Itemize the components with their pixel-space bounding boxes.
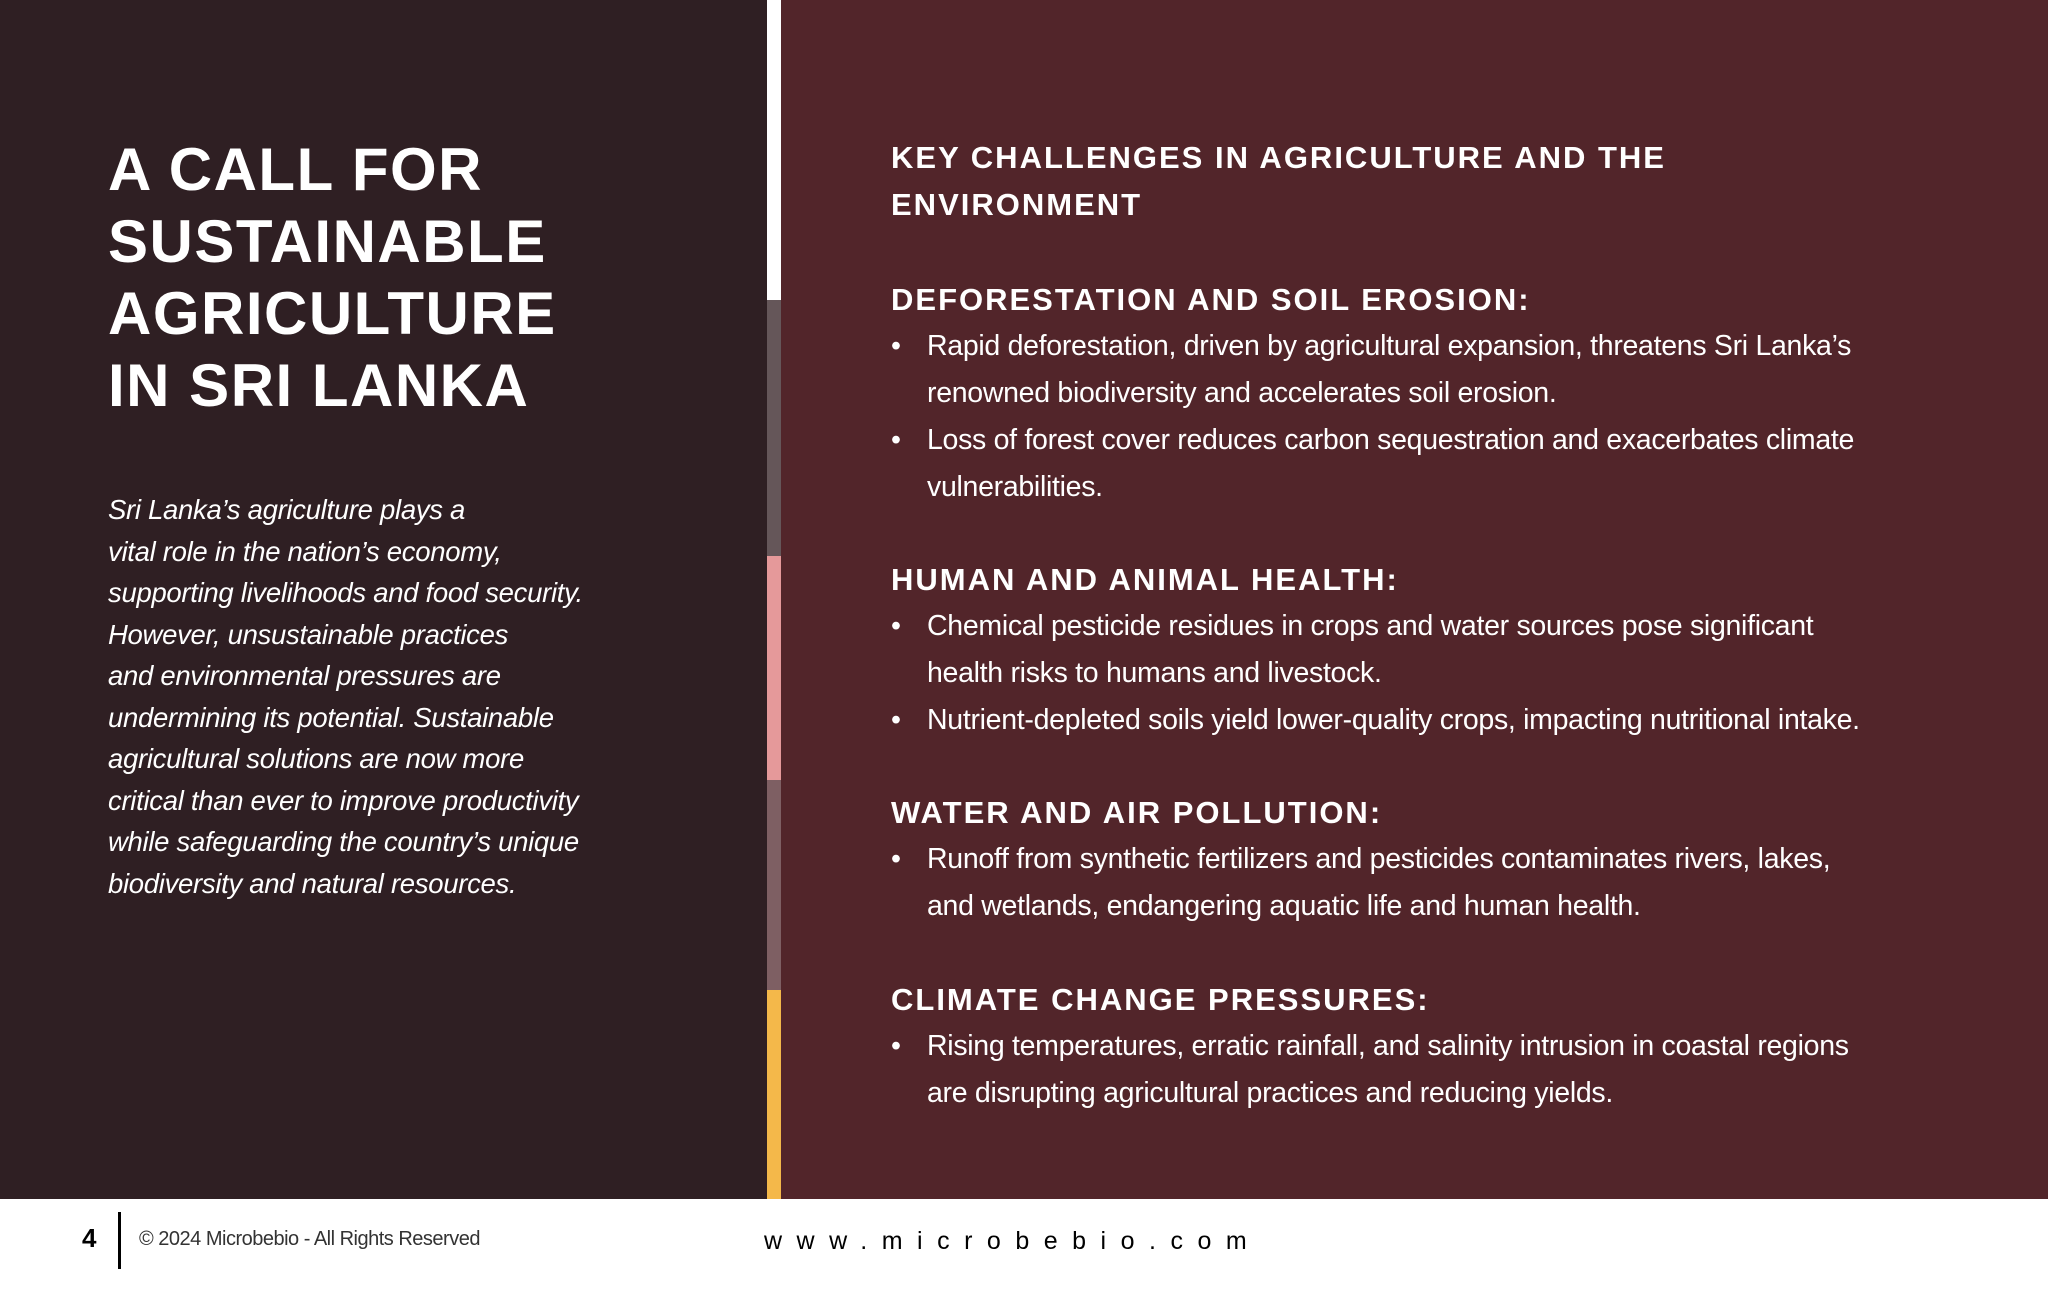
intro-paragraph: Sri Lanka’s agriculture plays a vital rol…	[108, 489, 668, 904]
footer: 4 © 2024 Microbebio - All Rights Reserve…	[0, 1199, 2048, 1303]
bullet-icon: •	[891, 424, 901, 456]
bullet-line: Chemical pesticide residues in crops and…	[927, 610, 1814, 642]
bullet-icon: •	[891, 610, 901, 642]
section-title: HUMAN AND ANIMAL HEALTH:	[891, 562, 1399, 597]
page-number: 4	[82, 1223, 97, 1253]
page-title: A CALL FOR SUSTAINABLE AGRICULTURE IN SRI L…	[108, 134, 557, 422]
bullet-item: • Chemical pesticide residues in crops an…	[891, 603, 1971, 697]
bullet-line: Runoff from synthetic fertilizers and pe…	[927, 843, 1831, 875]
challenge-section: HUMAN AND ANIMAL HEALTH: • Chemical pestic…	[891, 556, 1971, 744]
bullet-line: Rising temperatures, erratic rainfall, a…	[927, 1030, 1849, 1062]
strip-segment-gray	[767, 300, 781, 556]
strip-segment-yellow	[767, 990, 781, 1199]
intro-line: and environmental pressures are	[108, 660, 501, 691]
section-title: WATER AND AIR POLLUTION:	[891, 795, 1383, 830]
bullet-icon: •	[891, 704, 901, 736]
website-link[interactable]: www.microbebio.com	[764, 1227, 1262, 1255]
bullet-line: renowned biodiversity and accelerates so…	[927, 377, 1557, 409]
intro-line: Sri Lanka’s agriculture plays a	[108, 494, 466, 525]
section-title: CLIMATE CHANGE PRESSURES:	[891, 982, 1430, 1017]
bullet-line: Nutrient-depleted soils yield lower-qual…	[927, 704, 1860, 736]
intro-line: biodiversity and natural resources.	[108, 867, 517, 899]
heading-line: KEY CHALLENGES IN AGRICULTURE AND THE	[891, 140, 1666, 175]
color-strip	[767, 0, 781, 1199]
strip-segment-white	[767, 0, 781, 300]
intro-line: while safeguarding the country’s unique	[108, 826, 579, 857]
bullet-item: • Runoff from synthetic fertilizers and p…	[891, 836, 1971, 930]
heading-line: ENVIRONMENT	[891, 187, 1143, 222]
strip-segment-mauve	[767, 780, 781, 990]
intro-line: agricultural solutions are now more	[108, 743, 524, 774]
intro-line: undermining its potential. Sustainable	[108, 701, 554, 733]
challenge-section: WATER AND AIR POLLUTION: • Runoff from syn…	[891, 789, 1971, 930]
challenge-section: DEFORESTATION AND SOIL EROSION: • Rapid de…	[891, 276, 1971, 511]
bullet-icon: •	[891, 843, 901, 875]
bullet-line: vulnerabilities.	[927, 471, 1103, 503]
intro-line: supporting livelihoods and food security…	[108, 577, 583, 608]
footer-divider	[118, 1212, 121, 1269]
bullet-line: Rapid deforestation, driven by agricultu…	[927, 330, 1852, 362]
bullet-item: • Nutrient-depleted soils yield lower-qua…	[891, 697, 1971, 744]
intro-line: critical than ever to improve productivi…	[108, 784, 579, 816]
strip-segment-pink	[767, 556, 781, 780]
bullet-line: are disrupting agricultural practices an…	[927, 1077, 1613, 1109]
copyright-text: © 2024 Microbebio - All Rights Reserved	[139, 1228, 480, 1250]
bullet-item: • Loss of forest cover reduces carbon seq…	[891, 417, 1971, 511]
bullet-line: Loss of forest cover reduces carbon sequ…	[927, 424, 1855, 456]
title-line: A CALL FOR	[108, 136, 483, 203]
challenges-heading: KEY CHALLENGES IN AGRICULTURE AND THE ENV…	[891, 134, 1891, 228]
bullet-item: • Rapid deforestation, driven by agricult…	[891, 323, 1971, 417]
bullet-item: • Rising temperatures, erratic rainfall, …	[891, 1023, 1971, 1117]
right-panel	[781, 0, 2048, 1199]
intro-line: However, unsustainable practices	[108, 618, 509, 650]
bullet-icon: •	[891, 330, 901, 362]
challenge-section: CLIMATE CHANGE PRESSURES: • Rising tempera…	[891, 976, 1971, 1117]
section-title: DEFORESTATION AND SOIL EROSION:	[891, 282, 1531, 317]
left-panel: A CALL FOR SUSTAINABLE AGRICULTURE IN SRI L…	[0, 0, 767, 1199]
title-line: IN SRI LANKA	[108, 352, 530, 419]
bullet-icon: •	[891, 1030, 901, 1062]
bullet-line: and wetlands, endangering aquatic life a…	[927, 890, 1641, 922]
title-line: SUSTAINABLE	[108, 208, 547, 275]
intro-line: vital role in the nation’s economy,	[108, 535, 502, 567]
bullet-line: health risks to humans and livestock.	[927, 657, 1382, 689]
title-line: AGRICULTURE	[108, 280, 557, 347]
